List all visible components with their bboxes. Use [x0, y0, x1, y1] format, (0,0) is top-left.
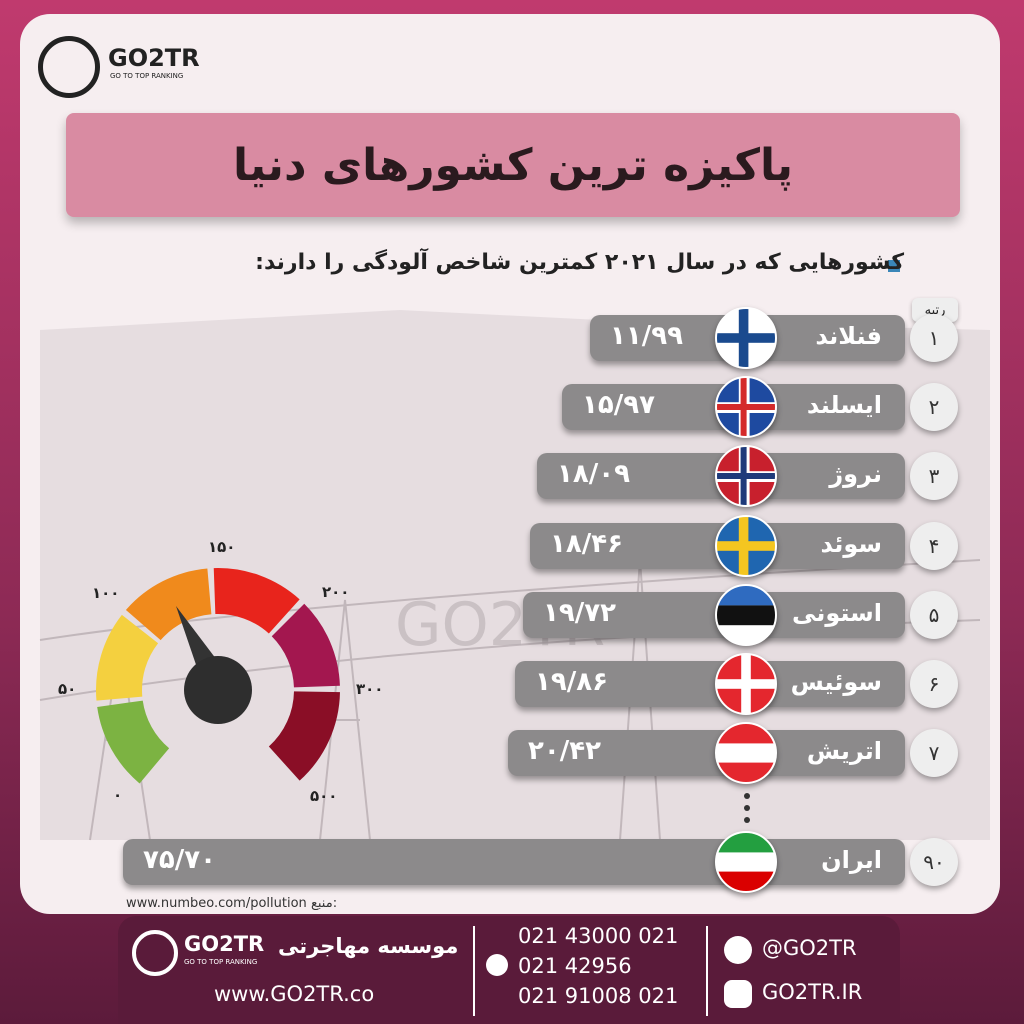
row-rank: ۷: [910, 729, 958, 778]
gauge-label: ۵۰: [58, 680, 76, 698]
row-rank: ۴: [910, 521, 958, 570]
flag-part: [740, 446, 747, 507]
row-rank: ۲: [910, 383, 958, 432]
footer-logo: [132, 930, 178, 976]
row-country: استونی: [792, 598, 882, 627]
row-country: ایسلند: [806, 391, 882, 420]
telegram-icon: [724, 936, 752, 964]
footer-tagline: GO TO TOP RANKING: [184, 958, 258, 966]
title: پاکیزه ترین کشورهای دنیا: [66, 113, 960, 217]
flag-body: [716, 584, 776, 645]
gauge-segment: [271, 603, 340, 688]
flag: [715, 722, 777, 785]
instagram: GO2TR.IR: [762, 980, 863, 1004]
gauge-label: ۲۰۰: [322, 583, 349, 601]
gauge-segment: [95, 614, 159, 701]
row-bar: [508, 730, 905, 777]
flag-body: [716, 515, 776, 576]
flag-part: [738, 515, 749, 576]
row-rank: ۱: [910, 314, 958, 362]
gauge-hub: [184, 656, 252, 724]
phone-icon: [486, 954, 508, 976]
flag-rim: [715, 445, 777, 508]
flag-part: [740, 377, 747, 438]
gauge-label: ۰: [113, 786, 122, 804]
flag-rim: [715, 722, 777, 785]
flag-body: [716, 832, 776, 892]
row-country: سوئد: [820, 529, 882, 558]
flag: [715, 307, 777, 369]
source-label: منبع:: [310, 896, 338, 911]
flag-rim: [715, 514, 777, 577]
row-rank: ۵: [910, 590, 958, 639]
row-value: ۱۸/۴۶: [550, 528, 623, 559]
gauge-segment: [213, 568, 300, 634]
institute: موسسه مهاجرتی: [278, 934, 459, 958]
row-country: اتریش: [806, 737, 882, 766]
telegram: @GO2TR: [762, 936, 857, 960]
row-value: ۱۱/۹۹: [610, 321, 683, 351]
source-url: www.numbeo.com/pollution: [126, 896, 307, 911]
gauge-label: ۱۰۰: [92, 584, 119, 602]
flag-body: [716, 654, 776, 714]
flag: [715, 653, 777, 715]
subtitle: کشورهایی که در سال ۲۰۲۱ کمترین شاخص آلود…: [255, 250, 904, 275]
footer-brand: GO2TR: [184, 932, 265, 956]
phone: 021 43000 021: [518, 924, 679, 948]
flag: [715, 445, 777, 508]
flag-rim: [715, 653, 777, 715]
row-value: ۱۸/۰۹: [557, 459, 630, 490]
flag-body: [716, 723, 776, 784]
row-country: نروژ: [829, 460, 882, 489]
flag-rim: [715, 376, 777, 439]
row-value: ۱۵/۹۷: [582, 390, 655, 421]
flag-rim: [715, 307, 777, 369]
gauge-label: ۳۰۰: [356, 680, 383, 698]
flag: [715, 376, 777, 439]
divider: [473, 926, 475, 1016]
flag: [715, 583, 777, 646]
row-rank: ۹۰: [910, 838, 958, 886]
logo-mark: [38, 36, 100, 98]
row-bar: [515, 661, 905, 707]
row-rank: ۳: [910, 452, 958, 501]
logo-name: GO2TR: [108, 44, 200, 72]
phone: 021 42956: [518, 954, 632, 978]
row-value: ۱۹/۸۶: [535, 667, 608, 697]
gauge-segment: [97, 700, 170, 784]
row-value: ۲۰/۴۲: [528, 736, 601, 767]
flag-part: [716, 605, 776, 625]
flag-part: [741, 654, 751, 714]
flag-body: [716, 377, 776, 438]
logo-tagline: GO TO TOP RANKING: [110, 72, 184, 80]
gauge-label: ۱۵۰: [208, 538, 235, 556]
row-bar: [523, 591, 905, 638]
flag-rim: [715, 583, 777, 646]
row-country: ایران: [821, 846, 882, 874]
footer: GO2TR GO TO TOP RANKING موسسه مهاجرتی ww…: [118, 916, 900, 1024]
flag: [715, 831, 777, 893]
flag-part: [738, 308, 749, 368]
divider: [706, 926, 708, 1016]
row-value: ۷۵/۷۰: [143, 845, 216, 875]
ellipsis: [744, 793, 750, 823]
flag-body: [716, 308, 776, 368]
row-rank: ۶: [910, 660, 958, 708]
bullet: [888, 260, 900, 272]
flag: [715, 514, 777, 577]
row-country: سوئیس: [790, 668, 882, 696]
source: www.numbeo.com/pollution منبع:: [126, 896, 337, 911]
gauge-segment: [125, 568, 212, 641]
row-value: ۱۹/۷۲: [543, 597, 616, 628]
instagram-icon: [724, 980, 752, 1008]
gauge-label: ۵۰۰: [310, 787, 337, 805]
row-country: فنلاند: [815, 322, 882, 350]
flag-rim: [715, 831, 777, 893]
phone: 021 91008 021: [518, 984, 679, 1008]
website: www.GO2TR.co: [214, 982, 375, 1006]
flag-body: [716, 446, 776, 507]
gauge-segment: [268, 691, 340, 781]
